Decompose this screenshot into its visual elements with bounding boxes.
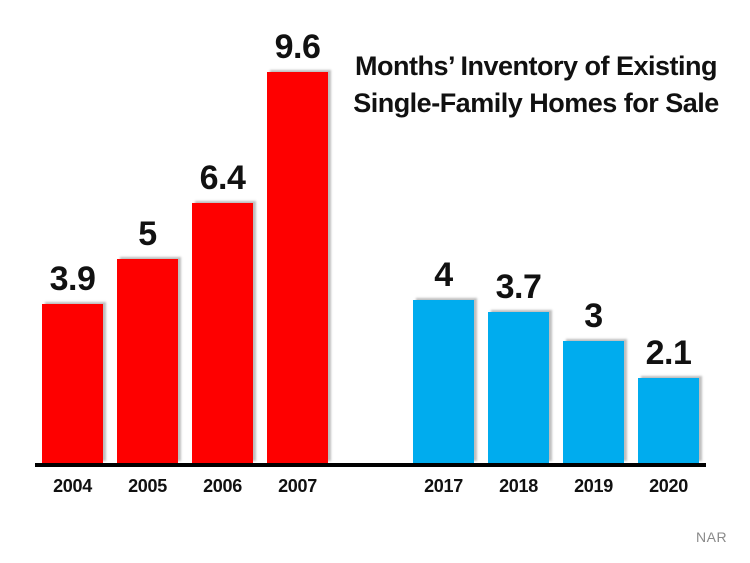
- chart-title: Months’ Inventory of Existing Single-Fam…: [352, 48, 720, 122]
- bar-2005: [117, 259, 178, 463]
- bar-value-label-2004: 3.9: [49, 260, 96, 298]
- x-axis-tick-label-2018: 2018: [499, 476, 538, 496]
- x-axis-tick-label-2019: 2019: [574, 476, 613, 496]
- x-axis-line: [35, 463, 706, 467]
- bar-value-label-2020: 2.1: [645, 334, 692, 372]
- bar-2004: [42, 304, 103, 463]
- x-axis-tick-label-2007: 2007: [278, 476, 317, 496]
- x-axis-tick-label-2017: 2017: [424, 476, 463, 496]
- bar-2018: [488, 312, 549, 463]
- x-axis-tick-label-2005: 2005: [128, 476, 167, 496]
- bar-value-label-2007: 9.6: [274, 28, 321, 66]
- bar-2020: [638, 378, 699, 463]
- x-axis-tick-label-2006: 2006: [203, 476, 242, 496]
- chart-title-line-2: Single-Family Homes for Sale: [353, 88, 719, 118]
- bar-value-label-2006: 6.4: [199, 159, 246, 197]
- x-axis-tick-label-2020: 2020: [649, 476, 688, 496]
- bar-2006: [192, 203, 253, 463]
- bar-2017: [413, 300, 474, 463]
- bar-value-label-2018: 3.7: [495, 268, 542, 306]
- bar-value-label-2019: 3: [584, 297, 603, 335]
- source-attribution: NAR: [696, 529, 728, 545]
- bar-2007: [267, 72, 328, 463]
- chart-title-line-1: Months’ Inventory of Existing: [354, 51, 718, 81]
- x-axis-tick-label-2004: 2004: [53, 476, 92, 496]
- bar-value-label-2005: 5: [138, 215, 157, 253]
- bar-2019: [563, 341, 624, 463]
- bar-value-label-2017: 4: [434, 256, 453, 294]
